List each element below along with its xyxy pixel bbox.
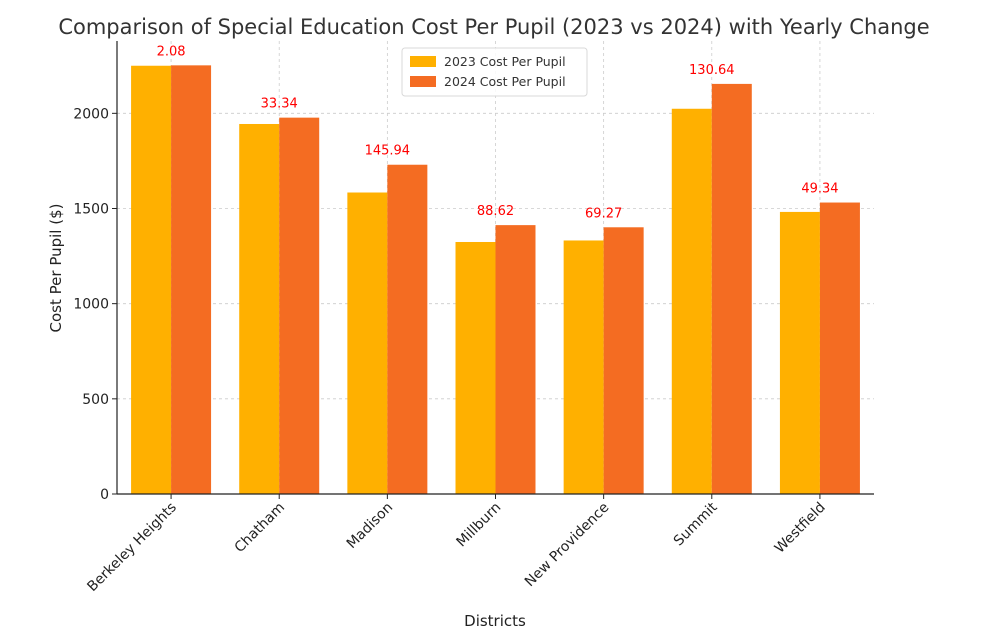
legend-label: 2024 Cost Per Pupil <box>444 74 566 89</box>
y-axis-label: Cost Per Pupil ($) <box>47 204 65 333</box>
y-tick-label: 1500 <box>73 201 109 217</box>
legend-swatch <box>410 76 436 87</box>
y-tick-label: 1000 <box>73 297 109 313</box>
change-annotation: 130.64 <box>689 63 735 78</box>
bar-2023-new-providence <box>563 240 604 494</box>
bars-layer <box>131 65 860 494</box>
bar-2024-madison <box>387 164 428 494</box>
change-annotation: 69.27 <box>585 206 622 221</box>
chart-title: Comparison of Special Education Cost Per… <box>58 15 929 39</box>
x-tick-label: Berkeley Heights <box>84 500 179 595</box>
bar-2024-new-providence <box>603 227 644 494</box>
bar-2023-madison <box>347 192 388 494</box>
bar-2023-chatham <box>239 123 280 494</box>
y-tick-label: 2000 <box>73 106 109 122</box>
change-annotation: 145.94 <box>365 144 411 159</box>
change-annotation: 2.08 <box>157 44 186 59</box>
bar-2024-millburn <box>495 225 536 494</box>
x-tick-label: Chatham <box>232 500 288 556</box>
y-tick-label: 0 <box>100 487 109 503</box>
change-annotation: 88.62 <box>477 204 514 219</box>
x-tick-label: New Providence <box>522 500 613 591</box>
annotation-layer: 2.08 33.34 145.94 88.62 69.27 130.64 49.34 <box>157 44 839 221</box>
bar-2024-chatham <box>279 117 320 494</box>
y-tick-label: 500 <box>82 392 109 408</box>
x-tick-label: Summit <box>671 499 721 549</box>
legend-swatch <box>410 56 436 67</box>
x-tick-label: Madison <box>344 500 396 552</box>
change-annotation: 33.34 <box>261 97 298 112</box>
change-annotation: 49.34 <box>801 182 838 197</box>
bar-2023-summit <box>671 108 712 494</box>
bar-2023-berkeley-heights <box>131 65 172 494</box>
legend: 2023 Cost Per Pupil 2024 Cost Per Pupil <box>401 47 588 97</box>
bar-2024-summit <box>711 83 752 494</box>
legend-label: 2023 Cost Per Pupil <box>444 54 566 69</box>
legend-box <box>401 47 588 97</box>
bar-2024-westfield <box>819 202 860 494</box>
bar-2024-berkeley-heights <box>171 65 212 494</box>
bar-2023-westfield <box>779 211 820 494</box>
bar-2023-millburn <box>455 241 496 494</box>
x-tick-label: Westfield <box>772 500 829 557</box>
x-tick-label: Millburn <box>453 500 504 551</box>
x-axis-label: Districts <box>464 612 526 630</box>
